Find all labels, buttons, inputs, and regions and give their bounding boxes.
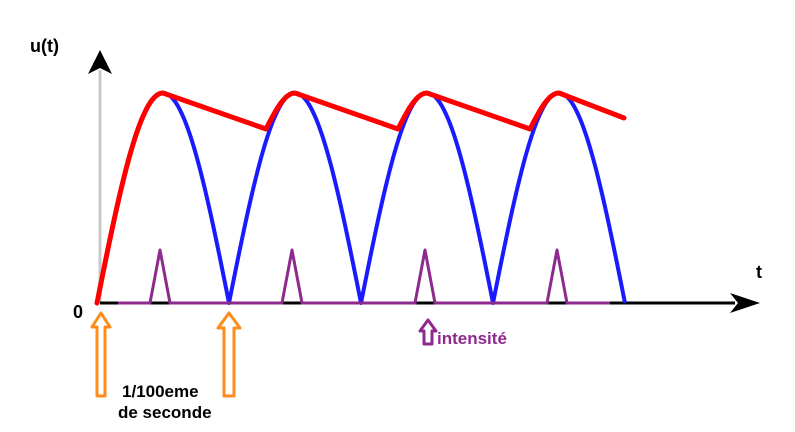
intensity-arrow-icon xyxy=(418,318,438,346)
rectified-voltage-curve xyxy=(95,91,627,305)
current-pulses-curve xyxy=(118,248,610,305)
x-axis-arrowhead-icon xyxy=(730,293,760,313)
period-start-arrow-icon xyxy=(90,311,112,398)
y-axis-arrowhead-icon xyxy=(88,50,112,74)
y-axis-label: u(t) xyxy=(30,36,59,56)
period-end-arrow-icon xyxy=(216,311,242,398)
filtered-voltage-curve xyxy=(94,90,627,306)
origin-label: 0 xyxy=(73,302,83,322)
x-axis-label: t xyxy=(756,262,762,282)
period-label-line2: de seconde xyxy=(118,403,212,422)
intensity-label: intensité xyxy=(437,329,507,348)
period-label-line1: 1/100eme xyxy=(122,382,199,401)
